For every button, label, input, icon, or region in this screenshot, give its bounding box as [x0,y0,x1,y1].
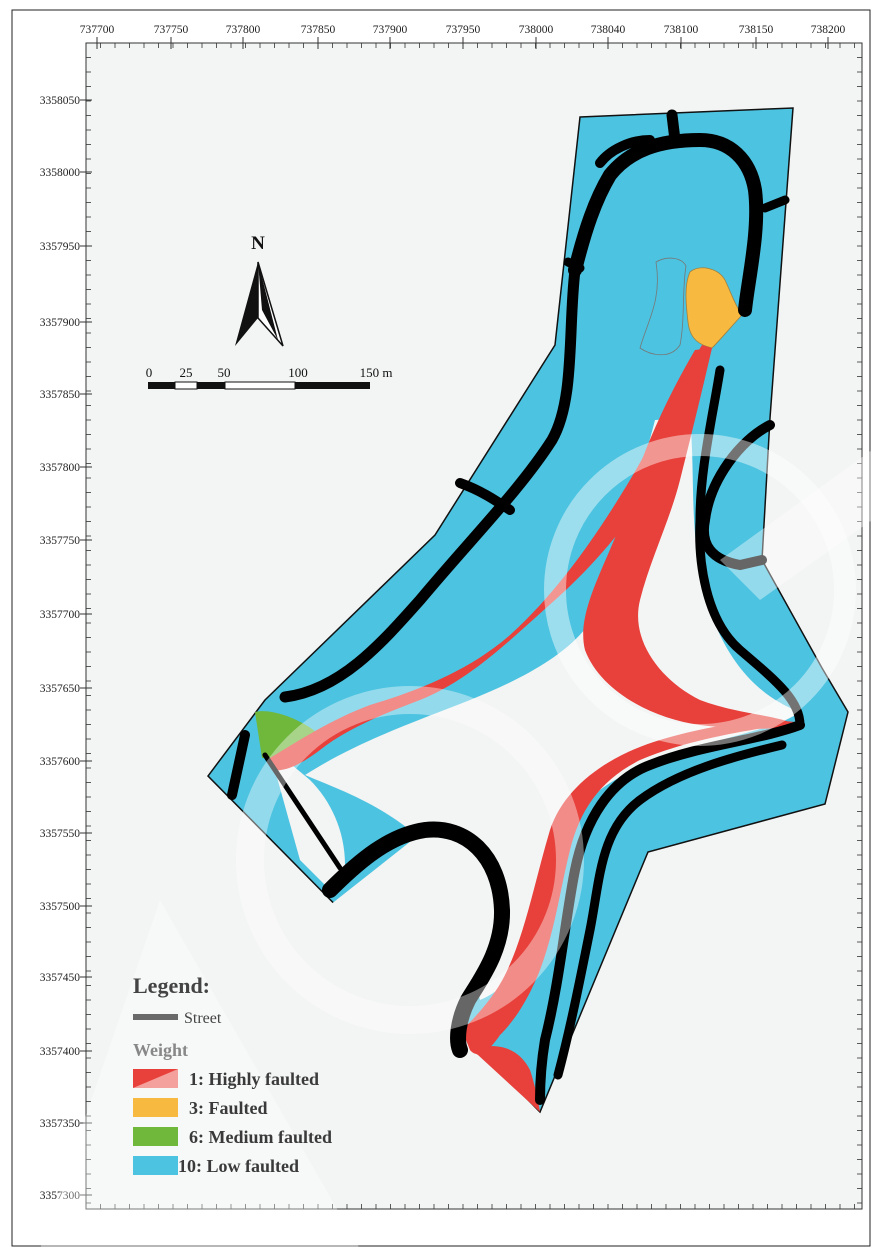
zone-faulted [685,267,743,349]
zone-highly-faulted-south [462,720,795,1055]
y-axis-labels: 3358050 3358000 3357950 3357900 3357850 … [40,95,81,1202]
x-tick-label: 737950 [446,24,481,36]
scale-seg [224,381,296,390]
legend-item-low: 10: Low faulted [178,1156,299,1176]
y-tick-label: 3357700 [40,609,81,621]
x-tick-label: 738040 [591,24,626,36]
street [535,720,805,1105]
zone-interior [305,418,800,1000]
street [595,135,655,168]
street [563,257,585,273]
scale-label: 0 [146,365,153,380]
study-area [40,107,872,1249]
scale-label: 150 m [360,365,393,380]
street [279,264,581,703]
street [760,195,790,213]
scale-label: 50 [218,365,231,380]
scale-seg [148,382,175,389]
x-tick-label: 738100 [664,24,699,36]
legend-item-highly: 1: Highly faulted [189,1069,319,1089]
y-tick-label: 3357350 [40,1118,81,1130]
north-label: N [251,233,265,254]
y-tick-label: 3358050 [40,95,81,107]
street [553,740,787,1080]
y-tick-label: 3357600 [40,756,81,768]
legend-swatch-faulted [133,1098,178,1117]
outer-frame-line [11,9,871,1247]
zone-low-patch [639,257,687,356]
y-tick-label: 3357500 [40,901,81,913]
y-tick-label: 3357300 [40,1190,81,1202]
north-arrow-icon-right [257,261,284,347]
legend: Legend: Street Weight 1: Highly faulted … [133,973,332,1176]
y-tick-label: 3358000 [40,167,81,179]
zone-highly-faulted-east [583,348,795,729]
north-arrow: N [235,233,284,347]
x-tick-label: 737900 [373,24,408,36]
x-tick-label: 738150 [739,24,774,36]
street [455,478,515,515]
y-tick-label: 3357400 [40,1046,81,1058]
streets [227,109,805,1105]
zone-highly-faulted-south-tail [470,1046,540,1112]
street [698,420,775,571]
x-tick-label: 737800 [226,24,261,36]
street [568,132,764,317]
scale-bar: 0 25 50 100 150 m [146,365,393,390]
legend-title: Legend: [133,973,210,998]
x-tick-label: 737850 [301,24,336,36]
y-tick-label: 3357800 [40,462,81,474]
north-arrow-icon [235,262,258,346]
legend-swatch-low [133,1156,178,1175]
watermark-ring-west [236,686,584,1034]
scale-seg [174,381,198,390]
watermark-ring-east [544,434,856,746]
watermark-stroke-right [720,450,872,600]
scale-seg [197,382,225,389]
x-tick-label: 738200 [811,24,846,36]
scale-label: 100 [288,365,308,380]
x-tick-label: 738000 [519,24,554,36]
x-tick-label: 737700 [80,24,115,36]
y-tick-label: 3357750 [40,535,81,547]
street [227,730,250,800]
watermark-stroke [40,900,360,1249]
legend-street-label: Street [184,1010,222,1027]
axis-ticks [80,37,862,1209]
legend-swatch-medium [133,1127,178,1146]
y-tick-label: 3357650 [40,683,81,695]
watermark-overlay [40,434,872,1249]
street [262,752,343,871]
y-tick-label: 3357950 [40,241,81,253]
x-tick-label: 737750 [154,24,189,36]
y-tick-label: 3357450 [40,972,81,984]
street [695,365,805,730]
y-tick-label: 3357850 [40,389,81,401]
legend-item-medium: 6: Medium faulted [189,1127,332,1147]
legend-weight-title: Weight [133,1040,188,1060]
zone-interior-south [330,830,500,1035]
legend-watermark [133,1069,178,1088]
scale-label: 25 [180,365,193,380]
legend-street-swatch [133,1014,178,1020]
x-axis-labels: 737700 737750 737800 737850 737900 73795… [80,24,846,36]
scale-seg [295,382,370,389]
street [666,109,681,146]
y-tick-label: 3357550 [40,828,81,840]
street [322,821,511,1058]
y-tick-label: 3357900 [40,317,81,329]
legend-item-faulted: 3: Faulted [189,1098,268,1118]
north-arrow-icon-inner [258,262,278,340]
